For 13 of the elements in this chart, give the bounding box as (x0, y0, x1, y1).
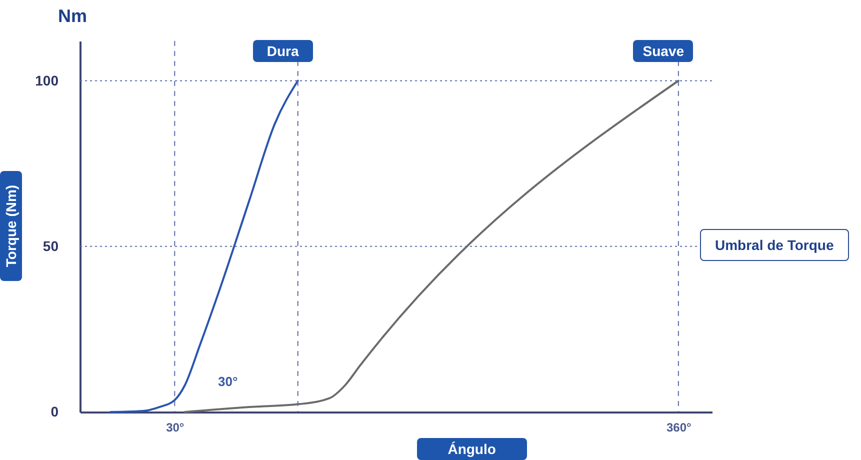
ref-line-label: Umbral de Torque (700, 229, 849, 262)
series-label: Dura (252, 40, 313, 62)
x-axis-title: Ángulo (416, 438, 527, 460)
y-tick-label: 50 (42, 238, 59, 254)
series-label: Suave (633, 40, 694, 62)
y-tick-label: 0 (50, 404, 59, 420)
x-tick-label: 360° (666, 420, 692, 434)
annotation: 30° (218, 374, 238, 389)
y-tick-label: 100 (35, 72, 59, 88)
line-series (110, 80, 299, 413)
text: Nm (58, 6, 88, 27)
line-series (184, 80, 680, 413)
y-axis-title: Torque (Nm) (0, 171, 22, 282)
